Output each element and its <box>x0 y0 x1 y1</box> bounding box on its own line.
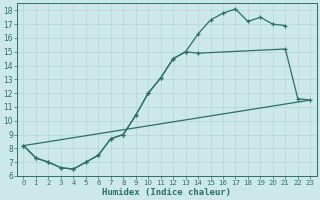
X-axis label: Humidex (Indice chaleur): Humidex (Indice chaleur) <box>102 188 231 197</box>
